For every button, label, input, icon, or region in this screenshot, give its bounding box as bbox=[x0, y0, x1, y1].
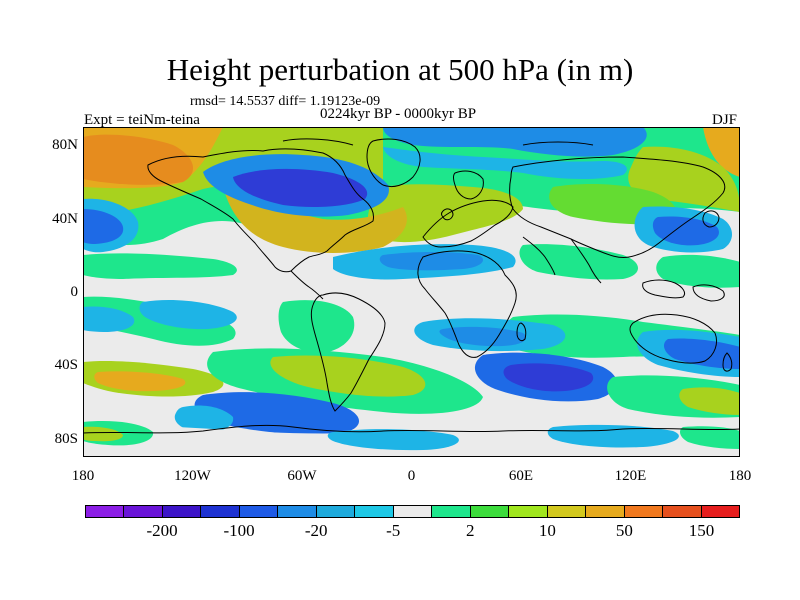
lon-tick-label: 120W bbox=[174, 468, 211, 484]
lat-tick-label: 40N bbox=[52, 211, 78, 227]
colorbar-swatch bbox=[701, 505, 740, 518]
colorbar-label: -100 bbox=[224, 521, 255, 541]
colorbar-label: -200 bbox=[146, 521, 177, 541]
lon-tick-label: 60W bbox=[287, 468, 316, 484]
lon-tick-label: 180 bbox=[729, 468, 752, 484]
colorbar-swatch bbox=[239, 505, 277, 518]
colorbar-swatch bbox=[470, 505, 508, 518]
colorbar-swatch bbox=[354, 505, 392, 518]
lon-tick-label: 180 bbox=[72, 468, 95, 484]
colorbar-swatch bbox=[123, 505, 161, 518]
colorbar-swatch bbox=[547, 505, 585, 518]
colorbar-swatch bbox=[585, 505, 623, 518]
colorbar-label: -20 bbox=[305, 521, 328, 541]
colorbar-swatch bbox=[508, 505, 546, 518]
lon-tick-label: 0 bbox=[408, 468, 416, 484]
colorbar-swatch bbox=[85, 505, 123, 518]
colorbar-swatch bbox=[431, 505, 469, 518]
lon-tick-label: 120E bbox=[615, 468, 647, 484]
map-panel bbox=[83, 127, 740, 457]
lat-tick-label: 0 bbox=[71, 284, 79, 300]
lon-tick-label: 60E bbox=[509, 468, 533, 484]
colorbar-label: 10 bbox=[539, 521, 556, 541]
colorbar-swatch bbox=[316, 505, 354, 518]
colorbar-swatch bbox=[162, 505, 200, 518]
colorbar bbox=[85, 505, 740, 518]
lat-tick-label: 40S bbox=[55, 357, 78, 373]
colorbar-swatch bbox=[200, 505, 238, 518]
colorbar-swatch bbox=[624, 505, 662, 518]
season-label: DJF bbox=[712, 112, 737, 128]
colorbar-label: 50 bbox=[616, 521, 633, 541]
page-title: Height perturbation at 500 hPa (in m) bbox=[0, 52, 800, 88]
colorbar-swatch bbox=[662, 505, 700, 518]
colorbar-label: 2 bbox=[466, 521, 475, 541]
experiment-label: Expt = teiNm-teina bbox=[84, 112, 200, 128]
height-perturbation-map bbox=[83, 127, 740, 457]
colorbar-swatch bbox=[393, 505, 431, 518]
lat-tick-label: 80N bbox=[52, 137, 78, 153]
colorbar-label: 150 bbox=[689, 521, 715, 541]
colorbar-label: -5 bbox=[386, 521, 400, 541]
period-label: 0224kyr BP - 0000kyr BP bbox=[320, 106, 476, 122]
colorbar-swatch bbox=[277, 505, 315, 518]
lat-tick-label: 80S bbox=[55, 431, 78, 447]
